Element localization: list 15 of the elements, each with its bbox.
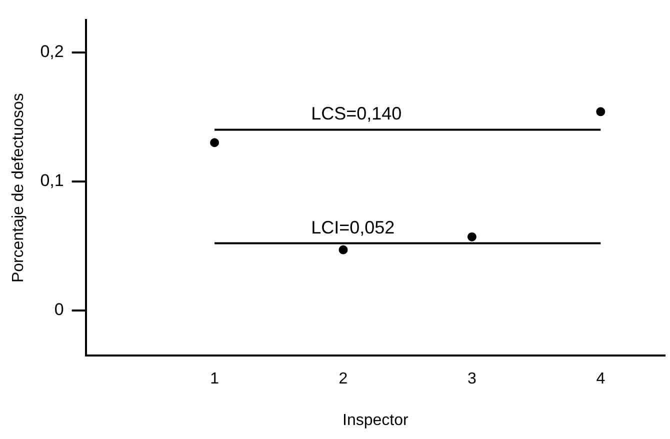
x-tick-label: 1 bbox=[210, 370, 220, 388]
y-tick-label: 0 bbox=[54, 300, 64, 320]
point bbox=[210, 138, 220, 148]
x-tick-label: 4 bbox=[596, 370, 606, 388]
point bbox=[467, 232, 476, 242]
ref-line-label: LCS=0,140 bbox=[311, 104, 402, 124]
y-tick-label: 0,2 bbox=[40, 42, 64, 61]
x-axis-title: Inspector bbox=[342, 412, 409, 429]
y-tick-label: 0,1 bbox=[40, 171, 64, 190]
x-tick-label: 3 bbox=[467, 370, 476, 388]
point bbox=[338, 245, 348, 254]
ref-line-label: LCI=0,052 bbox=[311, 217, 395, 238]
y-axis-title: Porcentaje de defectuosos bbox=[10, 93, 28, 283]
point bbox=[596, 107, 606, 116]
x-tick-label: 2 bbox=[338, 370, 348, 388]
